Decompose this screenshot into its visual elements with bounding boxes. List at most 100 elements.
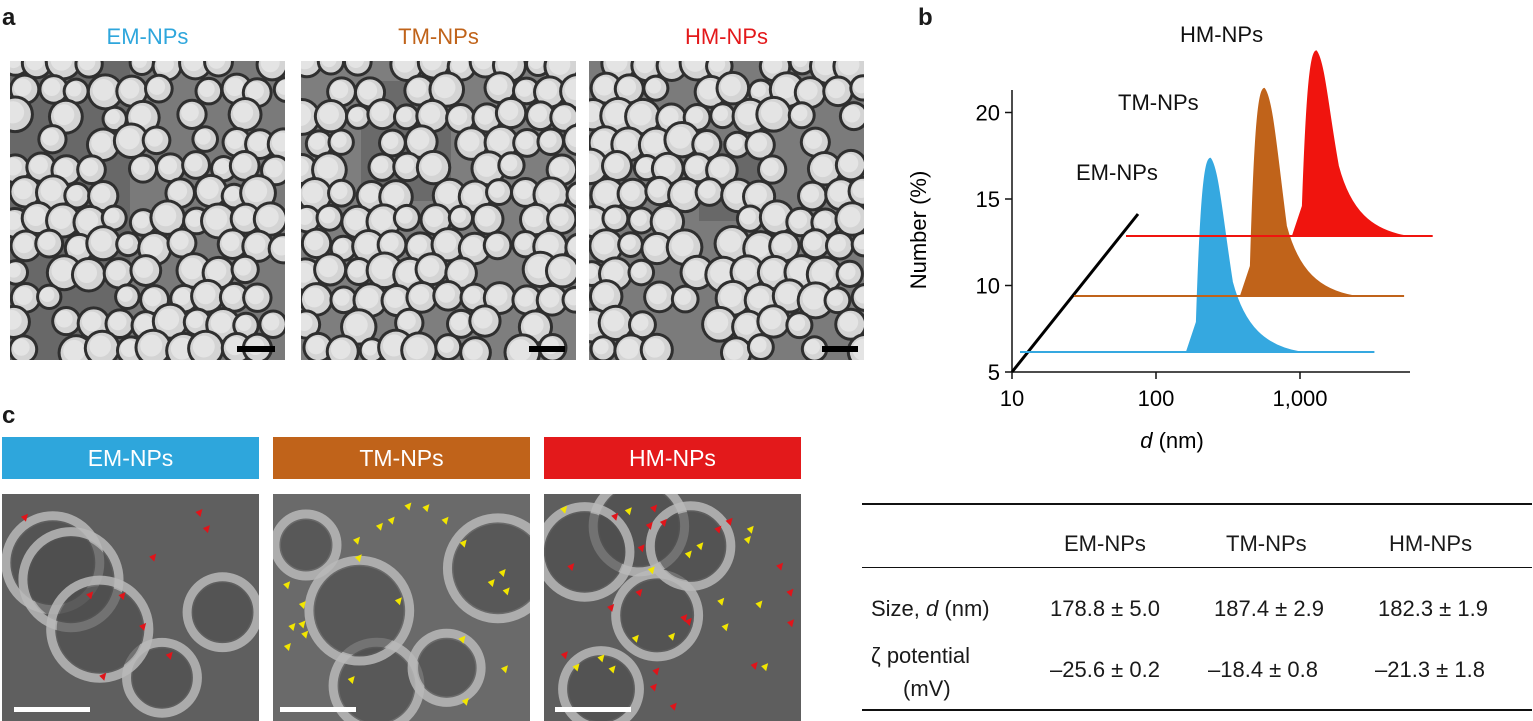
nanoparticle bbox=[471, 202, 505, 236]
x-axis-label: d (nm) bbox=[1140, 428, 1204, 453]
nanoparticle bbox=[392, 151, 423, 183]
panel-c-header-tm: TM-NPs bbox=[273, 437, 530, 479]
arrowhead-marker bbox=[725, 517, 733, 526]
nanoparticle bbox=[87, 179, 120, 213]
arrowhead-marker bbox=[649, 683, 657, 692]
nanoparticle bbox=[114, 283, 141, 310]
table-row-label-zeta-line1: ζ potential bbox=[871, 643, 970, 668]
nanoparticle bbox=[327, 178, 356, 208]
nanoparticle bbox=[589, 71, 623, 105]
nanoparticle bbox=[415, 98, 450, 134]
vesicle bbox=[645, 501, 736, 591]
nanoparticle bbox=[252, 201, 285, 237]
nanoparticle bbox=[34, 174, 72, 211]
nanoparticle bbox=[301, 204, 322, 234]
nanoparticle bbox=[392, 203, 421, 232]
nanoparticle bbox=[457, 231, 492, 266]
arrowhead-marker bbox=[301, 630, 309, 639]
nanoparticle bbox=[797, 180, 828, 212]
arrowhead-marker bbox=[787, 619, 795, 628]
arrowhead-marker bbox=[487, 579, 495, 588]
nanoparticle bbox=[315, 203, 344, 232]
nanoparticle bbox=[834, 148, 864, 182]
nanoparticle bbox=[301, 98, 321, 136]
nanoparticle bbox=[518, 202, 553, 237]
nanoparticle bbox=[758, 199, 795, 236]
arrowhead-marker bbox=[572, 663, 580, 672]
nanoparticle bbox=[565, 181, 576, 209]
nanoparticle bbox=[63, 181, 91, 210]
nanoparticle bbox=[115, 231, 142, 258]
arrowhead-marker bbox=[458, 635, 466, 644]
arrowhead-marker bbox=[202, 525, 210, 534]
nanoparticle bbox=[182, 307, 212, 337]
arrowhead-marker bbox=[353, 536, 361, 545]
nanoparticle bbox=[301, 61, 324, 79]
nanoparticle bbox=[115, 74, 149, 108]
vesicle bbox=[544, 502, 635, 602]
nanoparticle bbox=[533, 75, 567, 109]
nanoparticle bbox=[613, 73, 645, 105]
series-label: EM-NPs bbox=[1076, 160, 1158, 185]
y-tick-label: 20 bbox=[976, 101, 1000, 126]
arrowhead-marker bbox=[99, 672, 107, 681]
nanoparticle bbox=[143, 73, 174, 104]
nanoparticle bbox=[549, 102, 576, 133]
nanoparticle bbox=[200, 202, 237, 240]
nanoparticle bbox=[835, 259, 864, 288]
nanoparticle bbox=[644, 175, 675, 207]
arrowhead-marker bbox=[680, 614, 688, 623]
nanoparticle bbox=[562, 123, 576, 156]
nanoparticle bbox=[355, 180, 388, 212]
arrowhead-marker bbox=[696, 542, 704, 551]
nanoparticle bbox=[511, 229, 540, 259]
arrowhead-marker bbox=[567, 563, 575, 572]
arrowhead-marker bbox=[607, 603, 615, 612]
nanoparticle bbox=[640, 231, 674, 266]
y-tick-label: 15 bbox=[976, 187, 1000, 212]
nanoparticle bbox=[597, 304, 635, 342]
nanoparticle bbox=[218, 281, 250, 313]
table-col-header-em: EM-NPs bbox=[1064, 531, 1146, 556]
y-tick-label: 10 bbox=[976, 274, 1000, 299]
arrowhead-marker bbox=[560, 505, 568, 514]
nanoparticle bbox=[744, 129, 776, 161]
nanoparticle bbox=[221, 126, 253, 158]
cryo-tem-image-em bbox=[2, 494, 259, 721]
tem-image-tm bbox=[301, 61, 576, 360]
table-col-header-hm: HM-NPs bbox=[1389, 531, 1473, 556]
nanoparticle bbox=[414, 252, 449, 287]
arrowhead-marker bbox=[659, 518, 667, 527]
nanoparticle bbox=[713, 225, 751, 263]
nanoparticle bbox=[613, 333, 649, 360]
nanoparticle bbox=[232, 311, 260, 340]
nanoparticle bbox=[624, 97, 662, 136]
nanoparticle bbox=[796, 281, 835, 320]
nanoparticle bbox=[434, 333, 463, 360]
nanoparticle bbox=[74, 61, 104, 79]
series-area-hm-nps bbox=[1291, 50, 1407, 237]
nanoparticle bbox=[392, 103, 420, 131]
arrowhead-marker bbox=[624, 507, 632, 516]
vesicle bbox=[273, 509, 342, 581]
vesicle bbox=[304, 555, 415, 666]
nanoparticle bbox=[627, 310, 657, 340]
nanoparticle bbox=[353, 76, 387, 109]
vesicle bbox=[558, 646, 644, 721]
arrowhead-marker bbox=[86, 591, 94, 600]
arrowhead-marker bbox=[597, 654, 605, 663]
nanoparticle bbox=[512, 127, 543, 158]
series-area-em-nps bbox=[1185, 157, 1301, 353]
nanoparticle bbox=[241, 229, 275, 263]
nanoparticle bbox=[447, 204, 475, 231]
nanoparticle bbox=[559, 73, 576, 110]
nanoparticle bbox=[37, 124, 68, 155]
arrowhead-marker bbox=[776, 562, 784, 571]
nanoparticle bbox=[10, 95, 34, 134]
nanoparticle bbox=[327, 128, 355, 156]
nanoparticle bbox=[663, 120, 701, 159]
nanoparticle bbox=[62, 77, 90, 105]
arrowhead-marker bbox=[761, 663, 769, 672]
nanoparticle bbox=[787, 101, 816, 130]
nanoparticle bbox=[255, 61, 285, 82]
